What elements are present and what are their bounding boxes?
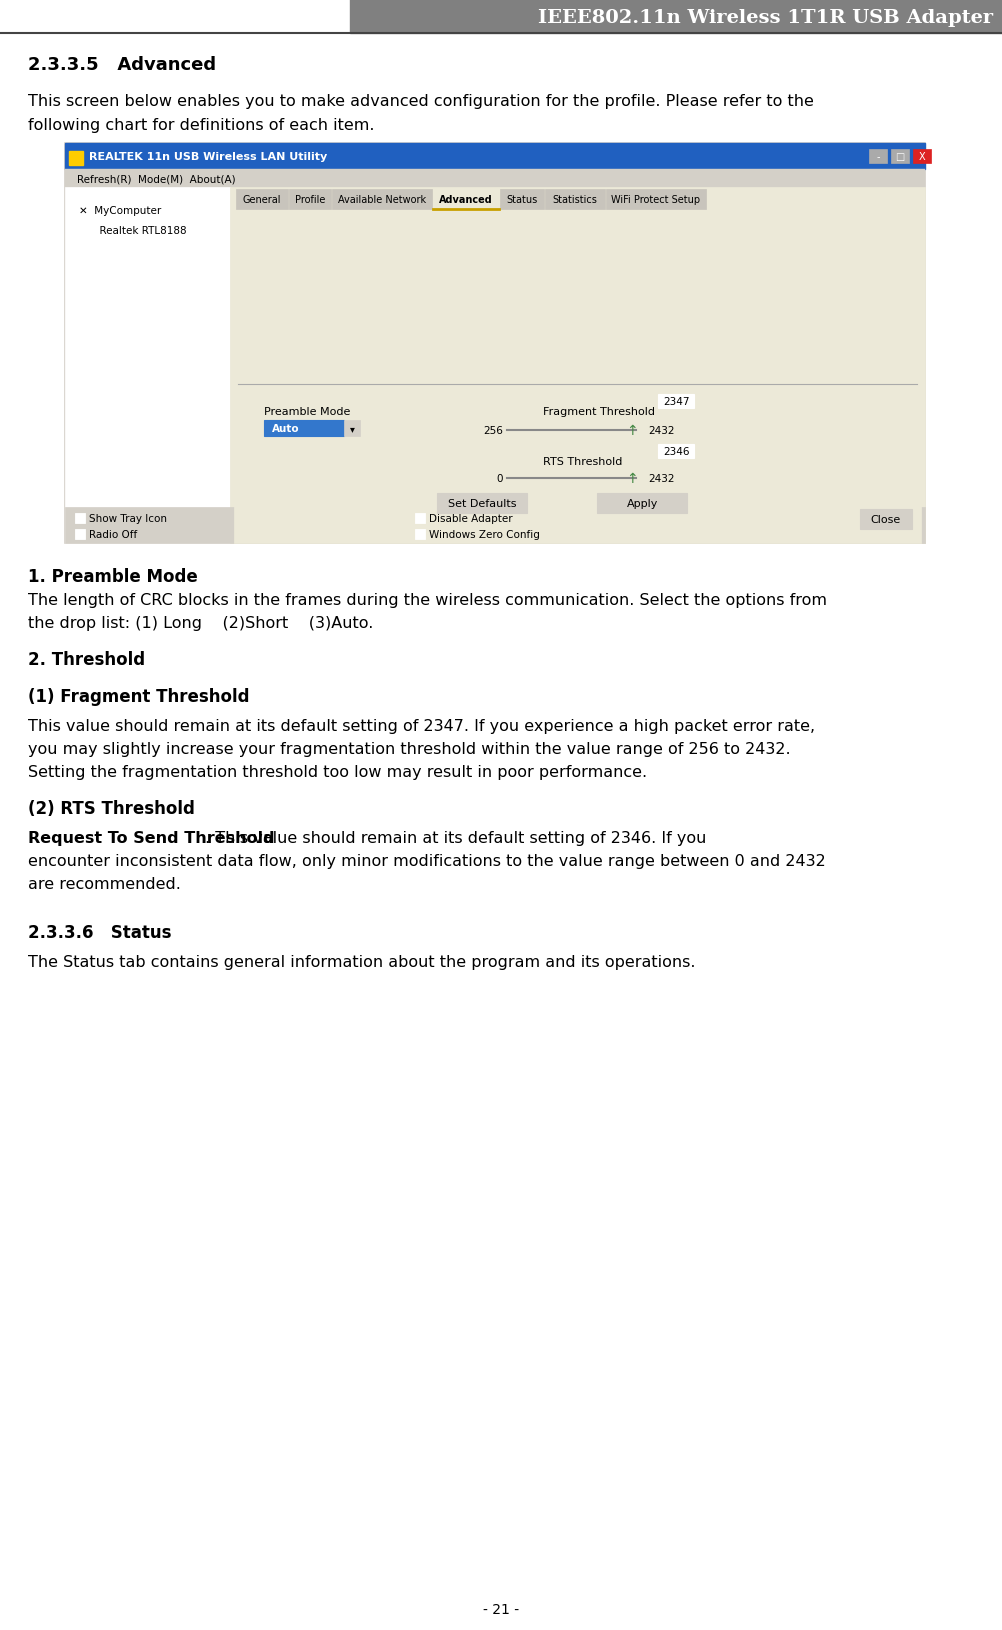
Bar	[332, 189, 432, 210]
Text: General: General	[242, 196, 281, 205]
Bar	[544, 189, 604, 210]
Text: REALTEK 11n USB Wireless LAN Utility: REALTEK 11n USB Wireless LAN Utility	[89, 152, 327, 161]
Bar	[229, 187, 924, 544]
Bar	[890, 150, 908, 165]
Text: ↑: ↑	[625, 471, 637, 486]
Text: are recommended.: are recommended.	[28, 877, 180, 892]
Bar	[912, 150, 930, 165]
Text: Setting the fragmentation threshold too low may result in poor performance.: Setting the fragmentation threshold too …	[28, 764, 646, 779]
Text: the drop list: (1) Long    (2)Short    (3)Auto.: the drop list: (1) Long (2)Short (3)Auto…	[28, 616, 373, 631]
Bar	[605, 189, 705, 210]
Bar	[597, 494, 686, 513]
Text: The length of CRC blocks in the frames during the wireless communication. Select: The length of CRC blocks in the frames d…	[28, 593, 827, 608]
Bar	[75, 530, 85, 540]
Bar	[233, 212, 920, 544]
Text: Advanced: Advanced	[439, 196, 492, 205]
Text: 2.3.3.5   Advanced: 2.3.3.5 Advanced	[28, 55, 215, 73]
Text: encounter inconsistent data flow, only minor modifications to the value range be: encounter inconsistent data flow, only m…	[28, 854, 825, 869]
Text: Windows Zero Config: Windows Zero Config	[429, 530, 539, 540]
Text: Show Tray Icon: Show Tray Icon	[89, 513, 167, 523]
Text: Refresh(R)  Mode(M)  About(A): Refresh(R) Mode(M) About(A)	[77, 174, 235, 184]
Text: Apply: Apply	[626, 499, 657, 509]
Text: you may slightly increase your fragmentation threshold within the value range of: you may slightly increase your fragmenta…	[28, 742, 790, 756]
Bar	[65, 143, 924, 544]
Text: This value should remain at its default setting of 2347. If you experience a hig: This value should remain at its default …	[28, 719, 815, 734]
Text: 1. Preamble Mode: 1. Preamble Mode	[28, 567, 197, 585]
Text: Available Network: Available Network	[338, 196, 426, 205]
Bar	[344, 421, 360, 437]
Bar	[500, 189, 543, 210]
Bar	[657, 445, 693, 458]
Text: 2. Threshold: 2. Threshold	[28, 650, 145, 668]
Bar	[350, 0, 1002, 34]
Bar	[657, 394, 693, 409]
Text: IEEE802.11n Wireless 1T1R USB Adapter: IEEE802.11n Wireless 1T1R USB Adapter	[537, 10, 992, 28]
Text: This screen below enables you to make advanced configuration for the profile. Pl: This screen below enables you to make ad…	[28, 95, 813, 109]
Text: 2.3.3.6   Status: 2.3.3.6 Status	[28, 924, 171, 942]
Text: 2347: 2347	[662, 396, 688, 406]
Text: The Status tab contains general information about the program and its operations: The Status tab contains general informat…	[28, 955, 694, 970]
Text: Profile: Profile	[295, 196, 325, 205]
Text: 2432: 2432	[647, 425, 674, 435]
Text: Preamble Mode: Preamble Mode	[264, 406, 350, 416]
Bar	[433, 189, 499, 210]
Bar	[0, 0, 350, 34]
Text: X: X	[918, 152, 925, 161]
Text: 2346: 2346	[662, 447, 688, 456]
Bar	[65, 170, 924, 187]
Bar	[264, 421, 344, 437]
Bar	[65, 507, 924, 544]
Text: Set Defaults: Set Defaults	[448, 499, 516, 509]
Text: Statistics: Statistics	[552, 196, 597, 205]
Bar	[235, 189, 288, 210]
Text: 0: 0	[496, 473, 503, 484]
Text: . This value should remain at its default setting of 2346. If you: . This value should remain at its defaul…	[205, 831, 706, 846]
Text: ↑: ↑	[625, 424, 637, 437]
Bar	[75, 513, 85, 523]
Text: Auto: Auto	[272, 424, 300, 434]
Bar	[65, 143, 924, 170]
Text: Status: Status	[506, 196, 537, 205]
Text: 256: 256	[483, 425, 503, 435]
Text: 2432: 2432	[647, 473, 674, 484]
Bar	[859, 510, 911, 530]
Text: (1) Fragment Threshold: (1) Fragment Threshold	[28, 688, 249, 706]
Text: Realtek RTL8188: Realtek RTL8188	[93, 227, 186, 236]
Bar	[69, 152, 83, 166]
Bar	[289, 189, 331, 210]
Bar	[415, 530, 425, 540]
Text: ✕  MyComputer: ✕ MyComputer	[79, 205, 161, 215]
Text: - 21 -: - 21 -	[482, 1602, 519, 1615]
Text: (2) RTS Threshold: (2) RTS Threshold	[28, 799, 194, 818]
Text: ▾: ▾	[350, 424, 354, 434]
Bar	[415, 513, 425, 523]
Bar	[437, 494, 527, 513]
Text: Disable Adapter: Disable Adapter	[429, 513, 512, 523]
Text: Close: Close	[870, 515, 900, 525]
Bar	[868, 150, 886, 165]
Text: Request To Send Threshold: Request To Send Threshold	[28, 831, 275, 846]
Text: RTS Threshold: RTS Threshold	[543, 456, 622, 466]
Text: □: □	[895, 152, 904, 161]
Text: Radio Off: Radio Off	[89, 530, 137, 540]
Text: -: -	[876, 152, 879, 161]
Bar	[65, 187, 229, 544]
Text: Fragment Threshold: Fragment Threshold	[543, 406, 654, 416]
Text: WiFi Protect Setup: WiFi Protect Setup	[611, 196, 699, 205]
Text: following chart for definitions of each item.: following chart for definitions of each …	[28, 117, 374, 134]
